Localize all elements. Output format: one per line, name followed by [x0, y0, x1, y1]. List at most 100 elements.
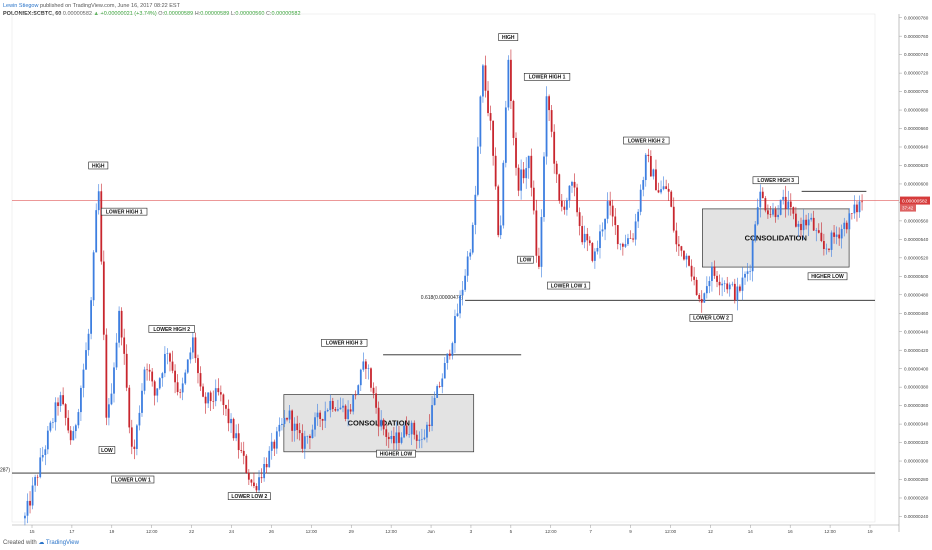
countdown-tag-text: 37:42 — [902, 206, 914, 211]
candle-body — [57, 402, 59, 406]
candle-body — [474, 194, 477, 225]
candle-body — [235, 433, 238, 439]
candle-body — [550, 110, 553, 132]
annotation-text: HIGHER LOW — [811, 274, 844, 280]
candle-body — [558, 174, 561, 201]
candle-body — [258, 477, 260, 491]
candle-body — [24, 515, 26, 519]
x-tick-label: 12:00 — [306, 529, 318, 534]
candle-body — [362, 361, 365, 370]
x-tick-label: 12:00 — [665, 529, 677, 534]
candle-body — [151, 371, 154, 382]
x-tick-label: 29 — [349, 529, 355, 534]
candle-body — [250, 479, 253, 483]
candle-body — [105, 334, 108, 418]
candle-body — [588, 240, 591, 244]
candle-body — [448, 353, 451, 356]
candle-body — [179, 392, 182, 393]
candle-body — [181, 383, 184, 393]
candle-body — [797, 223, 800, 227]
candle-body — [736, 286, 739, 301]
candle-body — [174, 370, 176, 383]
candle-body — [586, 233, 589, 241]
y-tick-label: 0.00000380 — [904, 385, 929, 390]
candle-body — [225, 405, 227, 409]
candle-body — [135, 425, 138, 449]
candle-body — [54, 402, 57, 423]
x-tick-label: 17 — [69, 529, 75, 534]
candle-body — [461, 289, 464, 296]
candle-body — [510, 59, 512, 102]
candle-body — [359, 369, 362, 386]
candle-body — [484, 65, 487, 91]
candle-body — [115, 342, 118, 368]
candle-body — [642, 180, 645, 190]
candle-body — [286, 417, 288, 420]
candle-body — [194, 337, 197, 359]
candle-body — [535, 210, 538, 256]
publish-line: Lewin Stiegow published on TradingView.c… — [3, 2, 883, 10]
candle-body — [398, 432, 400, 443]
candle-body — [774, 209, 777, 218]
candle-body — [647, 154, 650, 157]
candle-body — [62, 395, 65, 405]
candle-body — [253, 482, 255, 487]
tradingview-brand[interactable]: TradingView — [45, 540, 79, 546]
candle-body — [326, 410, 329, 412]
annotation-box — [111, 475, 155, 484]
annotation-text: HIGH — [92, 163, 105, 169]
annotation-text: LOW — [520, 257, 532, 263]
candle-body — [161, 373, 164, 379]
candle-body — [845, 222, 848, 230]
candle-body — [34, 476, 37, 486]
candle-body — [324, 411, 327, 421]
candle-body — [660, 189, 662, 193]
candle-body — [497, 186, 500, 236]
y-tick-label: 0.00000640 — [904, 145, 929, 150]
candle-body — [403, 425, 405, 438]
candle-body — [850, 213, 853, 214]
candle-body — [573, 181, 576, 188]
annotation-box — [376, 449, 416, 458]
annotation-box — [321, 339, 368, 347]
annotation-label: LOWER HIGH 1 — [101, 207, 148, 216]
candle-body — [204, 396, 207, 404]
candle-body — [102, 261, 105, 335]
annotation-label: LOWER HIGH 2 — [623, 136, 670, 144]
candle-body — [291, 410, 294, 431]
candle-body — [591, 243, 594, 261]
candle-body — [418, 439, 421, 441]
candle-body — [629, 238, 632, 239]
candle-body — [662, 186, 665, 190]
x-tick-label: 9 — [629, 529, 632, 534]
x-tick-label: 15 — [29, 529, 35, 534]
candle-body — [380, 419, 383, 427]
candle-body — [52, 422, 54, 423]
candle-body — [268, 450, 271, 468]
y-tick-label: 0.00000600 — [904, 182, 929, 187]
candle-body — [169, 353, 171, 362]
candle-body — [726, 283, 729, 290]
candle-body — [77, 412, 80, 426]
candle-body — [502, 162, 505, 226]
candle-body — [74, 425, 77, 432]
annotation-text: LOW — [101, 448, 113, 454]
candle-body — [110, 393, 113, 405]
candle-body — [800, 223, 802, 231]
candle-body — [482, 65, 484, 97]
annotation-box — [807, 272, 848, 281]
candle-body — [87, 333, 90, 351]
candle-body — [576, 187, 578, 213]
candle-body — [148, 369, 151, 372]
author-link[interactable]: Lewin Stiegow — [3, 3, 39, 9]
candle-body — [67, 417, 70, 431]
annotation-label: LOWER HIGH 1 — [523, 73, 571, 81]
y-tick-label: 0.00000320 — [904, 440, 929, 445]
x-tick-label: 12 — [708, 529, 714, 534]
candle-body — [118, 310, 120, 343]
candle-body — [604, 218, 606, 230]
candle-body — [672, 206, 675, 231]
candle-body — [138, 412, 141, 426]
candle-body — [515, 137, 517, 168]
